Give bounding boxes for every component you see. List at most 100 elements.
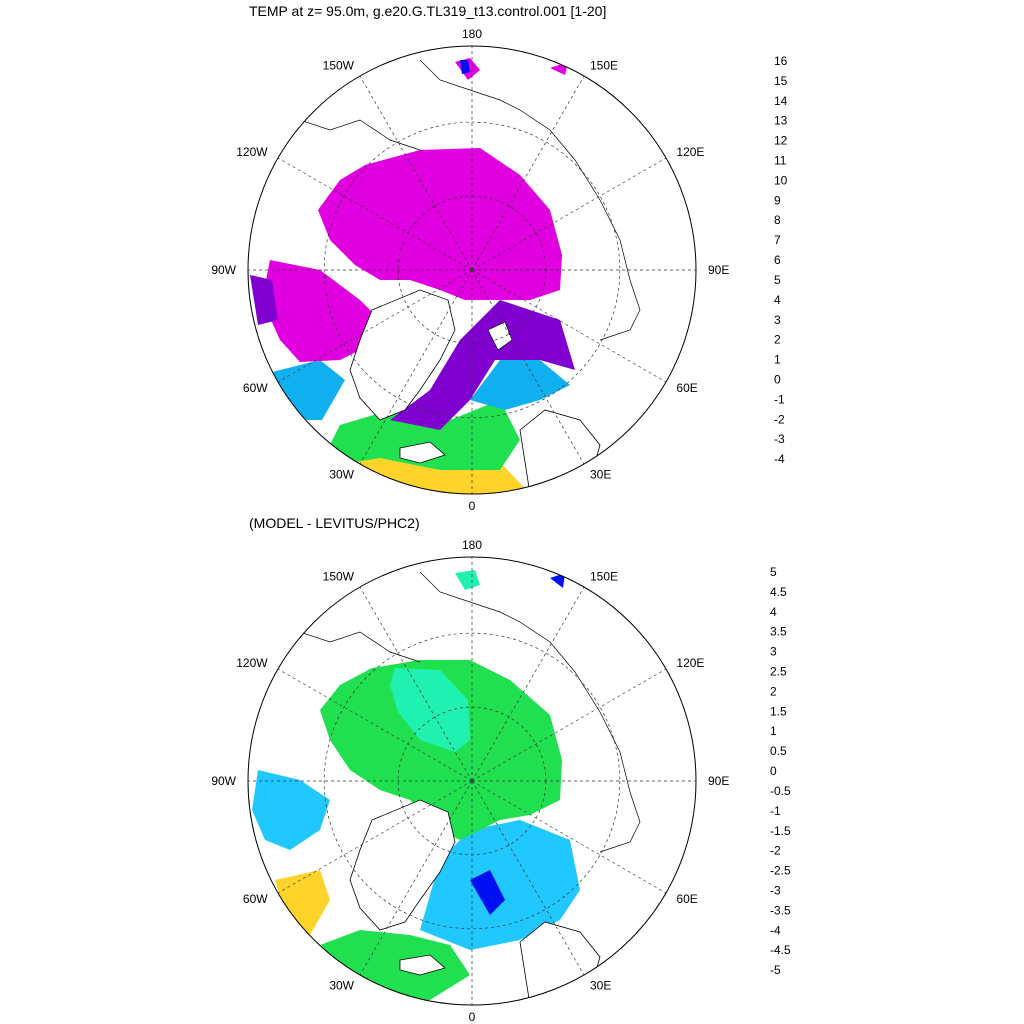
meridian-line <box>471 157 667 271</box>
arctic-basin-region <box>320 660 562 840</box>
meridian-label: 60E <box>676 381 697 395</box>
meridian-label: 90W <box>211 774 236 788</box>
colorbar-label: 2 <box>770 684 777 698</box>
meridian-label: 60W <box>243 381 268 395</box>
meridian-line <box>471 668 667 782</box>
meridian-label: 0 <box>469 499 476 513</box>
meridian-label: 150E <box>590 570 618 584</box>
baffin-violet-region <box>250 275 278 325</box>
colorbar-label: 10 <box>774 173 788 187</box>
colorbar-difference: 5 4.5 4 3.5 3 2.5 2 1.5 1 0.5 0 -0.5 -1 -1.5 -2 -2.5 -3 -… <box>770 565 791 977</box>
meridian-line <box>471 269 667 383</box>
latitude-circle <box>397 195 547 345</box>
colorbar-label: -3 <box>770 884 781 898</box>
meridian-label: 120W <box>236 656 268 670</box>
map-boundary <box>247 45 697 495</box>
meridian-line <box>359 780 473 976</box>
meridian-label: 120E <box>676 656 704 670</box>
meridian-label: 90E <box>708 774 729 788</box>
polar-map-temperature: 180 150E 120E 90E 60E 30E 0 30W 60W 90W 120W 150W <box>211 27 729 513</box>
graticule <box>248 557 696 1005</box>
panel-title: TEMP at z= 95.0m, g.e20.G.TL319_t13.cont… <box>249 3 607 19</box>
colorbar-label: 3.5 <box>770 625 787 639</box>
okhotsk-region <box>550 573 565 588</box>
arctic-basin-region <box>318 148 562 300</box>
colorbar-label: 1 <box>770 724 777 738</box>
colorbar-label: -4 <box>770 923 781 937</box>
coastline <box>419 571 641 853</box>
colorbar-label: 0.5 <box>770 744 787 758</box>
meridian-line <box>277 780 473 894</box>
meridian-label: 150W <box>323 570 355 584</box>
greenland-land <box>349 289 456 421</box>
meridian-label: 180 <box>462 27 482 41</box>
colorbar-label: 4.5 <box>770 585 787 599</box>
colorbar-label: -2.5 <box>770 864 791 878</box>
central-anomaly-region <box>390 668 470 752</box>
meridian-label: 60E <box>676 892 697 906</box>
colorbar-label: 1.5 <box>770 704 787 718</box>
meridian-line <box>277 269 473 383</box>
meridian-line <box>277 668 473 782</box>
meridian-line <box>471 269 585 465</box>
colorbar-label: 8 <box>774 213 781 227</box>
meridian-label: 30E <box>590 467 611 481</box>
colorbar-label: 3 <box>774 313 781 327</box>
colorbar-label: 2 <box>774 333 781 347</box>
meridian-label: 120W <box>236 145 268 159</box>
meridian-label: 180 <box>462 538 482 552</box>
meridian-line <box>359 269 473 465</box>
colorbar-label: -3.5 <box>770 903 791 917</box>
labrador-sea-region <box>272 360 345 420</box>
meridian-label: 90W <box>211 263 236 277</box>
bering-sea-region <box>455 570 480 590</box>
meridian-label: 30E <box>590 978 611 992</box>
colorbar-label: 6 <box>774 253 781 267</box>
coastline <box>419 59 641 341</box>
colorbar-label: 3 <box>770 645 777 659</box>
latitude-circle <box>323 632 621 930</box>
colorbar-label: -2 <box>774 412 785 426</box>
nordic-seas-region <box>420 820 580 950</box>
colorbar-label: 1 <box>774 353 781 367</box>
meridian-label: 150E <box>590 59 618 73</box>
meridian-label: 150W <box>323 59 355 73</box>
greenland-land <box>349 799 456 931</box>
colorbar-label: 12 <box>774 134 788 148</box>
meridian-label: 0 <box>469 1010 476 1024</box>
colorbar-label: -4 <box>774 452 785 466</box>
iceland-land <box>399 441 446 464</box>
colorbar-label: 9 <box>774 193 781 207</box>
colorbar-label: 15 <box>774 74 788 88</box>
colorbar-label: -1 <box>774 392 785 406</box>
colorbar-label: 16 <box>774 54 788 68</box>
colorbar-label: 5 <box>770 565 777 579</box>
iceland-land <box>399 954 446 976</box>
meridian-label: 30W <box>329 467 354 481</box>
atlantic-inflow-region <box>390 300 575 430</box>
colorbar-label: 4 <box>774 293 781 307</box>
colorbar-label: 0 <box>770 764 777 778</box>
colorbar-label: -0.5 <box>770 784 791 798</box>
colorbar-label: 13 <box>774 114 788 128</box>
meridian-line <box>359 586 473 782</box>
meridian-line <box>471 75 585 271</box>
colorbar-label: 4 <box>770 605 777 619</box>
canadian-archipelago-region <box>252 770 330 850</box>
colorbar-label: 0 <box>774 373 781 387</box>
polar-map-difference: 180 150E 120E 90E 60E 30E 0 30W 60W 90W 120W 150W <box>211 538 729 1024</box>
colorbar-label: 11 <box>774 154 787 168</box>
bering-sea-region <box>460 60 470 74</box>
colorbar-label: 14 <box>774 94 788 108</box>
colorbar-label: -1 <box>770 804 781 818</box>
norwegian-sea-region <box>470 360 570 410</box>
canadian-archipelago-region <box>262 260 380 362</box>
meridian-line <box>359 75 473 271</box>
graticule <box>248 46 696 494</box>
colorbar-label: -3 <box>774 432 785 446</box>
meridian-label: 30W <box>329 978 354 992</box>
colorbar-label: -5 <box>770 963 781 977</box>
meridian-label: 90E <box>708 263 729 277</box>
meridian-line <box>471 780 585 976</box>
